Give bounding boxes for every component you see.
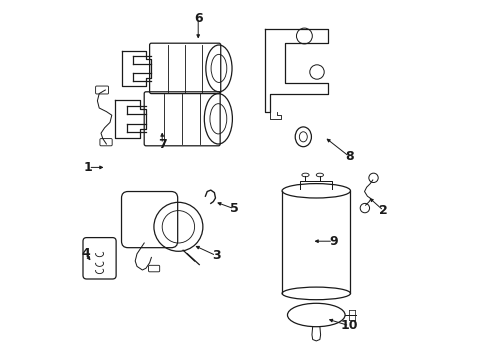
Text: 3: 3 [212,249,220,262]
Text: 1: 1 [84,161,93,174]
Text: 5: 5 [230,202,239,215]
Text: 4: 4 [81,247,90,260]
Text: 9: 9 [329,235,338,248]
Text: 8: 8 [345,150,354,163]
Text: 6: 6 [194,12,202,24]
Text: 2: 2 [379,204,388,217]
Text: 10: 10 [341,319,358,332]
Text: 7: 7 [158,138,167,150]
